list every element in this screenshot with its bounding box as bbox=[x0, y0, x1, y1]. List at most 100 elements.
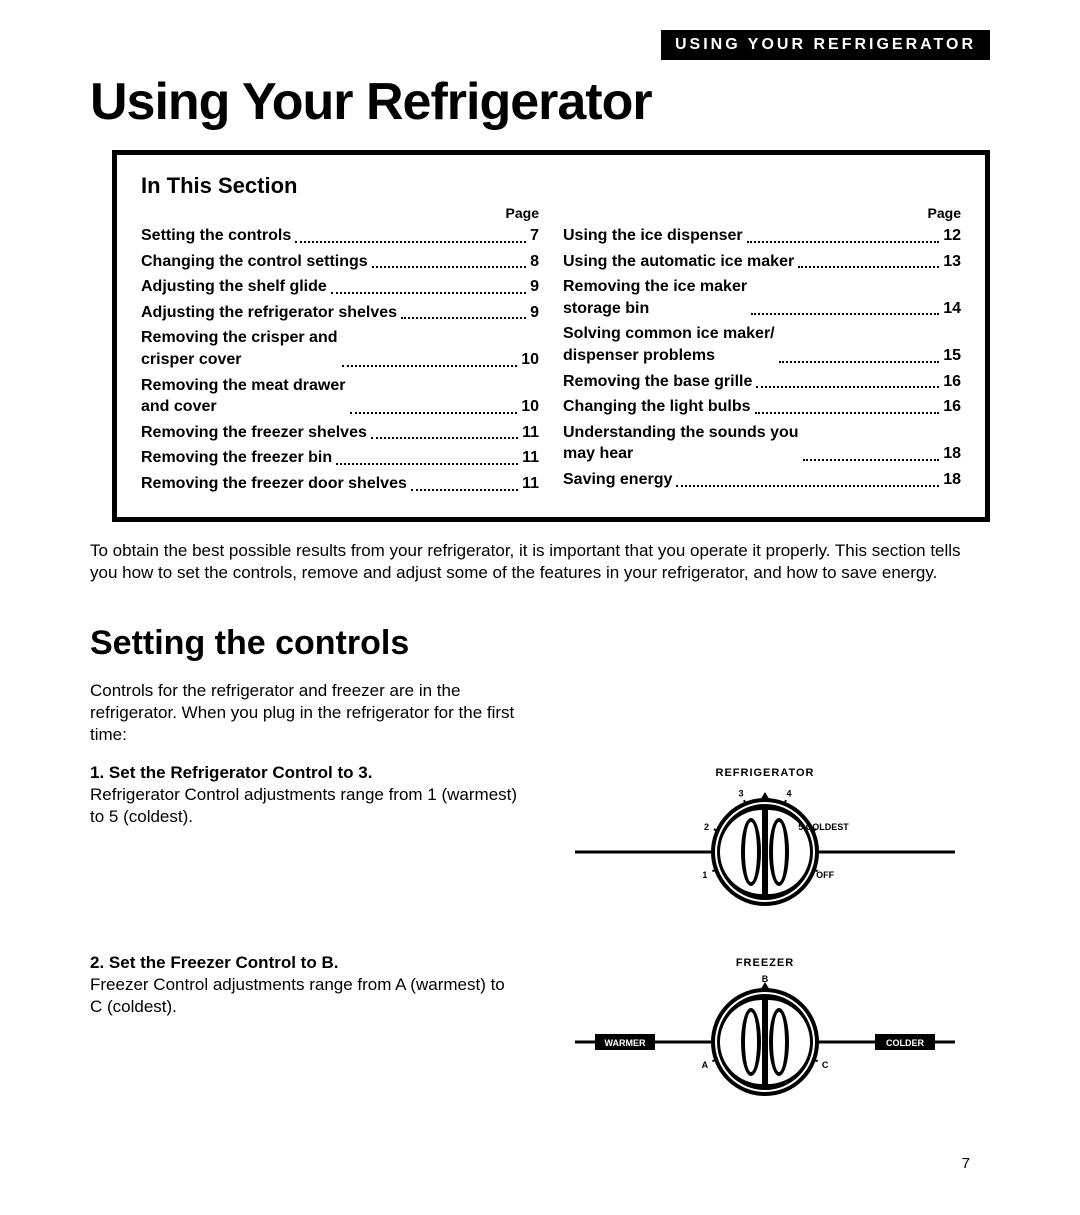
dial-tick-label: 5 COLDEST bbox=[798, 822, 849, 832]
toc-item-label: Removing the freezer bin bbox=[141, 447, 332, 469]
toc-item-page: 16 bbox=[943, 396, 961, 418]
toc-dots bbox=[751, 303, 939, 316]
toc-item-label: Changing the control settings bbox=[141, 251, 368, 273]
toc-dots bbox=[295, 230, 526, 243]
dial-tick-label: A bbox=[702, 1060, 709, 1070]
toc-item-label: Adjusting the refrigerator shelves bbox=[141, 302, 397, 324]
toc-item: Saving energy18 bbox=[563, 469, 961, 491]
toc-dots bbox=[350, 401, 518, 414]
toc-item: Removing the freezer bin 11 bbox=[141, 447, 539, 469]
toc-item-page: 12 bbox=[943, 225, 961, 247]
toc-item-label: Removing the freezer door shelves bbox=[141, 473, 407, 495]
toc-box: In This Section Page Setting the control… bbox=[112, 150, 990, 522]
page-number: 7 bbox=[962, 1155, 970, 1172]
toc-page-label-left: Page bbox=[141, 205, 539, 221]
toc-item: Solving common ice maker/ dispenser prob… bbox=[563, 323, 961, 366]
dial-title: REFRIGERATOR bbox=[716, 767, 815, 779]
dial-tick-label: 2 bbox=[704, 822, 709, 832]
toc-dots bbox=[798, 255, 939, 268]
step-body: Refrigerator Control adjustments range f… bbox=[90, 785, 517, 826]
dial-tick-label: C bbox=[822, 1060, 829, 1070]
toc-item-page: 11 bbox=[522, 447, 539, 469]
toc-item-page: 16 bbox=[943, 371, 961, 393]
toc-item-label: Saving energy bbox=[563, 469, 672, 491]
dial-left-label: WARMER bbox=[605, 1038, 646, 1048]
step-text: 2. Set the Freezer Control to B. Freezer… bbox=[90, 952, 520, 1018]
toc-item-label: Solving common ice maker/ dispenser prob… bbox=[563, 323, 775, 366]
toc-dots bbox=[779, 350, 940, 363]
dial-illustration: FREEZER A B C WARMER COLDER bbox=[540, 952, 990, 1102]
page-title: Using Your Refrigerator bbox=[90, 72, 990, 132]
toc-item: Changing the control settings 8 bbox=[141, 251, 539, 273]
toc-item: Using the automatic ice maker 13 bbox=[563, 251, 961, 273]
controls-intro: Controls for the refrigerator and freeze… bbox=[90, 680, 520, 745]
toc-dots bbox=[411, 478, 518, 491]
toc-item-page: 13 bbox=[943, 251, 961, 273]
toc-item-page: 9 bbox=[530, 302, 539, 324]
toc-item: Removing the meat drawer and cover 10 bbox=[141, 375, 539, 418]
toc-heading: In This Section bbox=[141, 173, 961, 199]
toc-item: Removing the base grille16 bbox=[563, 371, 961, 393]
dial-tick-label: 4 bbox=[786, 788, 791, 798]
toc-item-page: 14 bbox=[943, 298, 961, 320]
manual-page: USING YOUR REFRIGERATOR Using Your Refri… bbox=[0, 0, 1080, 1192]
instruction-step: 1. Set the Refrigerator Control to 3. Re… bbox=[90, 762, 990, 912]
toc-item-label: Understanding the sounds you may hear bbox=[563, 422, 799, 465]
instruction-step: 2. Set the Freezer Control to B. Freezer… bbox=[90, 952, 990, 1102]
toc-dots bbox=[755, 401, 940, 414]
section-title: Setting the controls bbox=[90, 624, 990, 663]
toc-item-label: Removing the ice maker storage bin bbox=[563, 276, 747, 319]
toc-item: Removing the freezer door shelves 11 bbox=[141, 473, 539, 495]
toc-item-page: 11 bbox=[522, 473, 539, 495]
control-dial-icon: REFRIGERATOR 1 2 3 4 5 COLDEST OFF bbox=[565, 762, 965, 912]
toc-item-label: Changing the light bulbs bbox=[563, 396, 751, 418]
step-heading: 2. Set the Freezer Control to B. bbox=[90, 953, 338, 972]
toc-item-label: Removing the crisper and crisper cover bbox=[141, 327, 338, 370]
toc-item-label: Using the automatic ice maker bbox=[563, 251, 794, 273]
toc-col-right: Page Using the ice dispenser 12 Using the … bbox=[563, 205, 961, 499]
toc-item-label: Setting the controls bbox=[141, 225, 291, 247]
toc-page-label-right: Page bbox=[563, 205, 961, 221]
dial-right-label: COLDER bbox=[886, 1038, 925, 1048]
dial-tick-label: 3 bbox=[739, 788, 744, 798]
toc-item-label: Removing the meat drawer and cover bbox=[141, 375, 346, 418]
toc-dots bbox=[336, 452, 518, 465]
toc-item-label: Using the ice dispenser bbox=[563, 225, 743, 247]
toc-col-left: Page Setting the controls 7 Changing the c… bbox=[141, 205, 539, 499]
toc-item-page: 18 bbox=[943, 443, 961, 465]
toc-item: Removing the freezer shelves11 bbox=[141, 422, 539, 444]
toc-dots bbox=[342, 354, 518, 367]
dial-tick-label: OFF bbox=[816, 870, 834, 880]
toc-item: Understanding the sounds you may hear 18 bbox=[563, 422, 961, 465]
toc-dots bbox=[676, 474, 939, 487]
toc-dots bbox=[803, 448, 940, 461]
step-heading: 1. Set the Refrigerator Control to 3. bbox=[90, 763, 372, 782]
toc-item-page: 10 bbox=[521, 396, 539, 418]
toc-dots bbox=[747, 230, 940, 243]
toc-item-page: 10 bbox=[521, 349, 539, 371]
toc-item-page: 8 bbox=[530, 251, 539, 273]
step-text: 1. Set the Refrigerator Control to 3. Re… bbox=[90, 762, 520, 828]
header-bar: USING YOUR REFRIGERATOR bbox=[661, 30, 990, 60]
toc-item: Removing the crisper and crisper cover 10 bbox=[141, 327, 539, 370]
toc-item: Adjusting the refrigerator shelves 9 bbox=[141, 302, 539, 324]
toc-item-page: 15 bbox=[943, 345, 961, 367]
toc-item: Removing the ice maker storage bin 14 bbox=[563, 276, 961, 319]
toc-item: Adjusting the shelf glide 9 bbox=[141, 276, 539, 298]
toc-dots bbox=[371, 427, 518, 440]
toc-item-label: Removing the freezer shelves bbox=[141, 422, 367, 444]
toc-item-label: Adjusting the shelf glide bbox=[141, 276, 327, 298]
toc-item-page: 7 bbox=[530, 225, 539, 247]
dial-tick-label: B bbox=[762, 974, 769, 984]
toc-item-page: 9 bbox=[530, 276, 539, 298]
toc-dots bbox=[401, 307, 526, 320]
intro-paragraph: To obtain the best possible results from… bbox=[90, 540, 990, 585]
dial-tick-label: 1 bbox=[702, 870, 707, 880]
step-body: Freezer Control adjustments range from A… bbox=[90, 975, 505, 1016]
dial-title: FREEZER bbox=[736, 957, 794, 969]
toc-dots bbox=[372, 255, 526, 268]
control-dial-icon: FREEZER A B C WARMER COLDER bbox=[565, 952, 965, 1102]
toc-dots bbox=[331, 281, 526, 294]
toc-item: Setting the controls 7 bbox=[141, 225, 539, 247]
toc-item: Changing the light bulbs 16 bbox=[563, 396, 961, 418]
